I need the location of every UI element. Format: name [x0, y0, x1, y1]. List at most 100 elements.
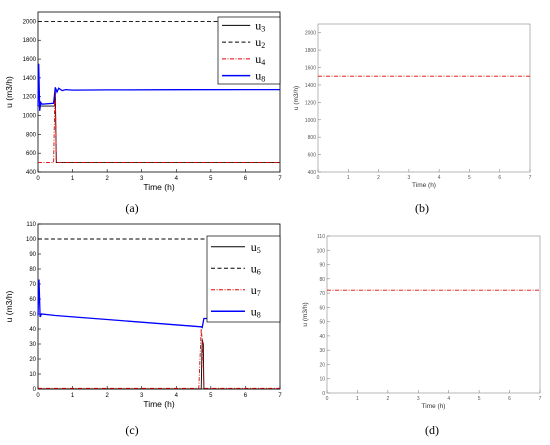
- y-tick-label: 10: [29, 372, 36, 378]
- legend-label: u3: [255, 18, 265, 33]
- x-axis-label: Time (h): [143, 182, 174, 192]
- legend-label: u6: [251, 261, 261, 276]
- y-tick-label: 10: [319, 377, 325, 383]
- y-tick-label: 70: [29, 282, 36, 288]
- y-tick-label: 110: [26, 222, 36, 228]
- x-tick-label: 2: [377, 175, 380, 181]
- x-tick-label: 3: [140, 393, 144, 399]
- x-tick-label: 3: [407, 175, 410, 181]
- y-tick-label: 50: [29, 312, 36, 318]
- plot-area: [317, 23, 531, 173]
- y-tick-label: 1000: [23, 114, 37, 120]
- chart-panel-b: 0 1 2 3 4 5 6 7 400 600 800 1000 1200 1400 1600 1800 200…: [293, 23, 532, 215]
- x-tick-label: 5: [468, 175, 471, 181]
- y-tick-label: 90: [29, 252, 36, 258]
- x-tick-label: 6: [244, 393, 248, 399]
- y-tick-label: 1200: [23, 95, 37, 101]
- y-tick-label: 60: [29, 297, 36, 303]
- y-tick-label: 90: [319, 263, 325, 269]
- y-tick-label: 400: [308, 170, 317, 176]
- y-tick-label: 30: [319, 348, 325, 354]
- x-tick-label: 4: [175, 393, 179, 399]
- series-line-u7: [38, 328, 280, 389]
- panel-caption: (b): [415, 201, 429, 215]
- series-line-u8: [37, 63, 281, 111]
- x-tick-label: 2: [105, 176, 109, 182]
- x-tick-label: 7: [529, 175, 532, 181]
- y-tick-label: 1200: [305, 100, 316, 106]
- y-axis-label: u (m3/h): [4, 76, 14, 108]
- x-tick-label: 2: [386, 396, 389, 402]
- legend: u3 u2 u4 u8: [217, 16, 281, 85]
- x-tick-label: 4: [438, 175, 441, 181]
- series-line-u4: [38, 91, 280, 164]
- x-tick-label: 0: [36, 176, 40, 182]
- x-tick-label: 4: [447, 396, 450, 402]
- x-tick-label: 2: [105, 393, 109, 399]
- y-tick-label: 60: [319, 305, 325, 311]
- y-tick-label: 1400: [23, 76, 37, 82]
- y-tick-label: 800: [26, 132, 37, 138]
- x-tick-label: 5: [478, 396, 481, 402]
- y-tick-label: 30: [29, 342, 36, 348]
- panel-caption: (c): [125, 423, 138, 437]
- y-tick-label: 20: [29, 357, 36, 363]
- y-tick-label: 80: [319, 277, 325, 283]
- x-tick-label: 3: [417, 396, 420, 402]
- x-tick-label: 6: [498, 175, 501, 181]
- legend-box: [217, 16, 281, 85]
- y-tick-label: 70: [319, 291, 325, 297]
- y-tick-label: 1600: [305, 66, 316, 72]
- x-tick-label: 7: [278, 393, 282, 399]
- x-tick-label: 0: [326, 396, 329, 402]
- legend-label: u5: [251, 240, 261, 255]
- panel-caption: (a): [125, 201, 138, 215]
- legend-label: u8: [255, 69, 265, 84]
- y-tick-label: 800: [308, 135, 317, 141]
- panel-caption: (d): [425, 423, 439, 437]
- legend: u5 u6 u7 u8: [206, 235, 281, 323]
- y-tick-label: 1600: [23, 57, 37, 63]
- y-tick-label: 40: [319, 334, 325, 340]
- y-axis-label: u (m3/h): [293, 86, 300, 110]
- y-tick-label: 600: [26, 151, 37, 157]
- x-axis-label: Time (h): [412, 182, 436, 189]
- y-tick-label: 2000: [23, 19, 37, 25]
- x-tick-label: 1: [71, 176, 75, 182]
- y-tick-label: 1800: [23, 38, 37, 44]
- x-tick-label: 1: [347, 175, 350, 181]
- x-tick-label: 0: [36, 393, 40, 399]
- y-tick-label: 100: [317, 248, 326, 254]
- chart-panel-a: 0 1 2 3 4 5 6 7 400 600 800 1000 1200 1400 1600 1800 200…: [4, 11, 282, 215]
- x-tick-label: 0: [317, 175, 320, 181]
- plot-area: [326, 235, 541, 394]
- x-tick-label: 6: [508, 396, 511, 402]
- y-axis-label: u (m3/h): [302, 302, 309, 326]
- x-axis-label: Time (h): [422, 403, 446, 410]
- y-tick-label: 50: [319, 320, 325, 326]
- legend-label: u7: [251, 283, 261, 298]
- x-tick-label: 5: [209, 176, 213, 182]
- y-axis-label: u (m3/h): [4, 291, 14, 323]
- y-tick-label: 100: [26, 237, 37, 243]
- y-tick-label: 600: [308, 153, 317, 159]
- legend-box: [206, 235, 281, 323]
- y-tick-label: 110: [317, 234, 325, 240]
- y-tick-label: 1000: [305, 118, 316, 124]
- x-axis-label: Time (h): [143, 399, 174, 409]
- x-tick-label: 1: [356, 396, 359, 402]
- x-tick-label: 7: [278, 176, 282, 182]
- x-tick-label: 4: [175, 176, 179, 182]
- x-tick-label: 7: [539, 396, 542, 402]
- legend-label: u2: [255, 35, 265, 50]
- y-tick-label: 0: [322, 391, 325, 397]
- y-tick-label: 400: [26, 170, 37, 176]
- x-tick-label: 3: [140, 176, 144, 182]
- legend-label: u8: [251, 304, 261, 319]
- y-tick-label: 2000: [305, 31, 316, 37]
- y-tick-label: 40: [29, 327, 36, 333]
- y-tick-label: 1800: [305, 48, 316, 54]
